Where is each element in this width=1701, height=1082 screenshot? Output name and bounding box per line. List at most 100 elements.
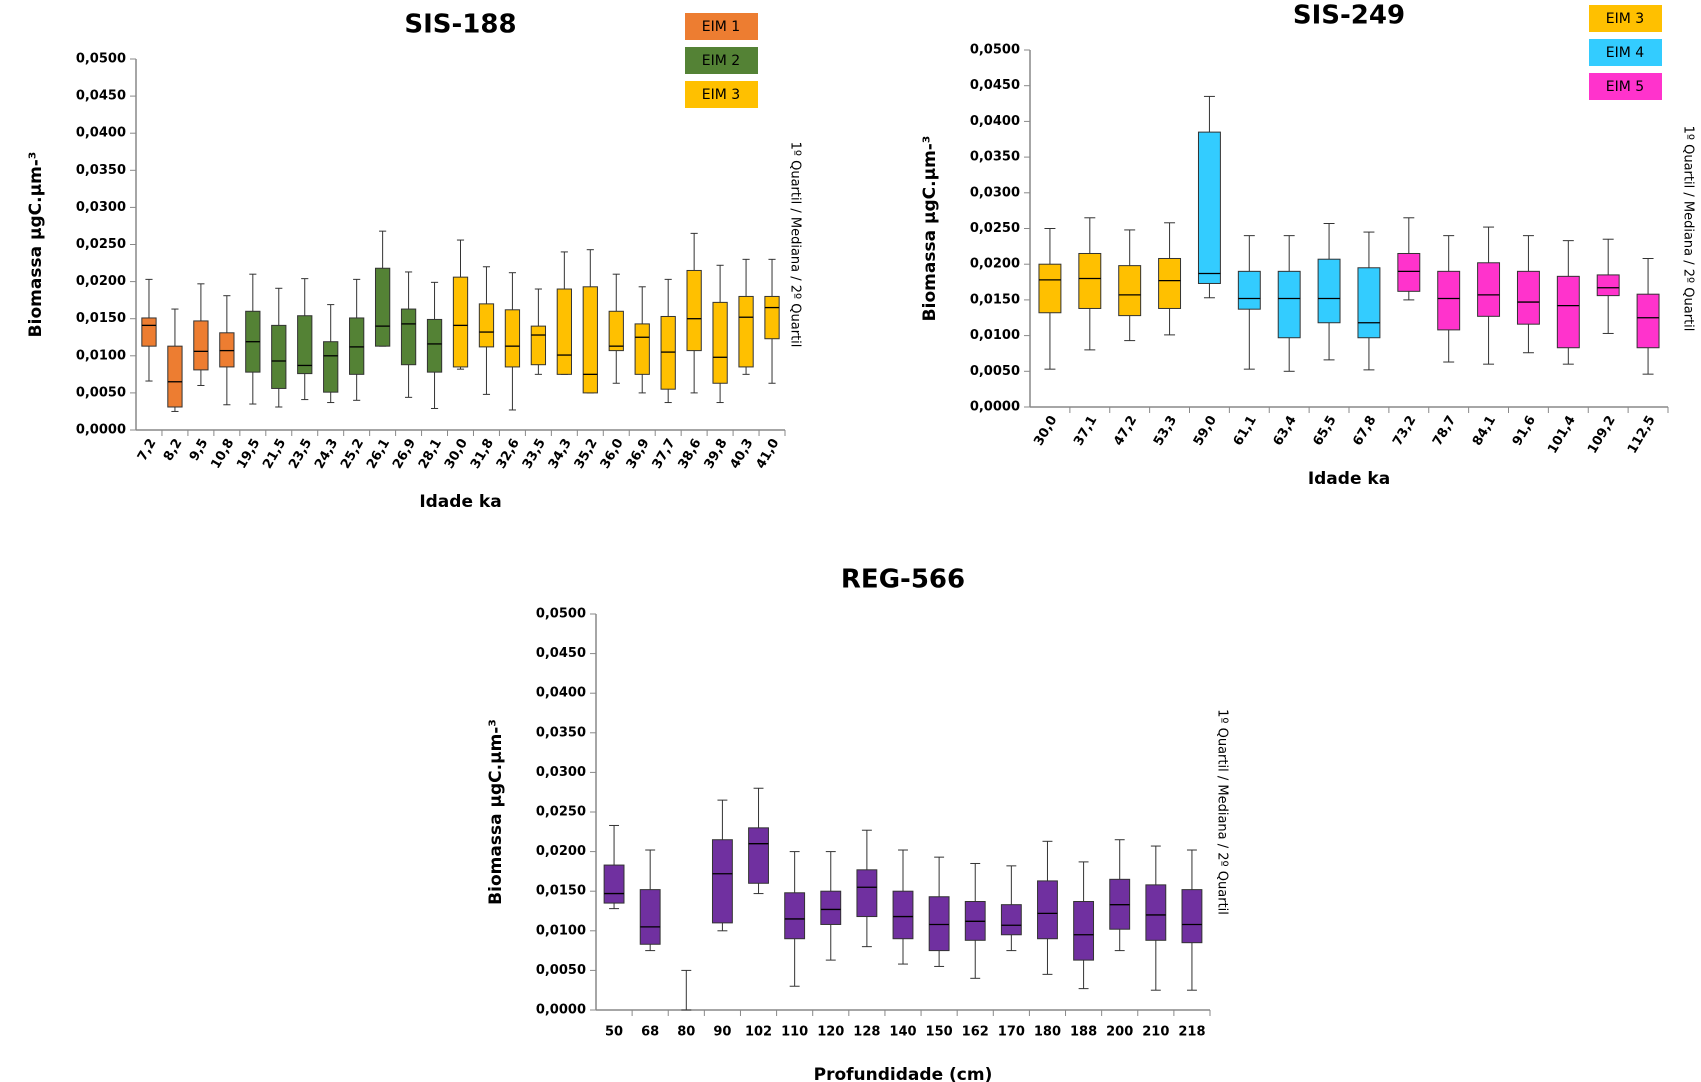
x-tick-label: 84,1 bbox=[1470, 413, 1499, 448]
x-tick-label: 28,1 bbox=[416, 436, 445, 471]
legend-label: EIM 4 bbox=[1606, 45, 1645, 61]
side-label: 1º Quartil / Mediana / 2º Quartil bbox=[1681, 126, 1696, 332]
box bbox=[1145, 884, 1167, 941]
x-tick-label: 38,6 bbox=[676, 436, 705, 471]
box bbox=[452, 276, 469, 368]
side-label: 1º Quartil / Mediana / 2º Quartil bbox=[788, 142, 803, 348]
y-tick-label: 0,0200 bbox=[536, 844, 586, 859]
box bbox=[1477, 262, 1501, 317]
y-tick-label: 0,0050 bbox=[970, 364, 1020, 379]
legend-label: EIM 5 bbox=[1606, 79, 1644, 95]
legend-label: EIM 2 bbox=[702, 53, 740, 69]
box bbox=[167, 345, 183, 408]
x-tick-label: 68 bbox=[641, 1025, 659, 1040]
y-axis-label: Biomassa µgC.µm-³ bbox=[920, 136, 940, 322]
box bbox=[1437, 270, 1461, 331]
box bbox=[219, 332, 235, 368]
box bbox=[556, 288, 572, 375]
box bbox=[660, 315, 676, 390]
y-tick-label: 0,0300 bbox=[970, 185, 1020, 200]
box bbox=[603, 864, 625, 904]
y-tick-label: 0,0450 bbox=[536, 646, 586, 661]
x-tick-label: 61,1 bbox=[1231, 413, 1260, 448]
box bbox=[1277, 270, 1301, 339]
y-tick-label: 0,0000 bbox=[970, 400, 1020, 415]
box bbox=[1556, 275, 1580, 349]
y-tick-label: 0,0500 bbox=[970, 43, 1020, 58]
x-tick-label: 90 bbox=[713, 1025, 731, 1040]
box bbox=[323, 341, 339, 393]
y-tick-label: 0,0300 bbox=[536, 765, 586, 780]
y-tick-label: 0,0250 bbox=[970, 221, 1020, 236]
y-tick-label: 0,0150 bbox=[970, 292, 1020, 307]
box bbox=[1037, 880, 1058, 940]
box bbox=[582, 286, 598, 394]
x-tick-label: 63,4 bbox=[1271, 413, 1300, 448]
x-axis-label: Idade ka bbox=[1308, 469, 1390, 489]
box bbox=[1078, 252, 1102, 309]
y-tick-label: 0,0350 bbox=[970, 150, 1020, 165]
x-tick-label: 73,2 bbox=[1390, 413, 1419, 448]
y-tick-label: 0,0450 bbox=[76, 89, 126, 104]
x-tick-label: 36,0 bbox=[598, 436, 627, 471]
y-tick-label: 0,0200 bbox=[76, 274, 126, 289]
legend-label: EIM 3 bbox=[702, 87, 740, 103]
box bbox=[711, 839, 733, 924]
x-tick-label: 19,5 bbox=[234, 436, 263, 471]
y-tick-label: 0,0350 bbox=[76, 163, 126, 178]
x-tick-label: 80 bbox=[677, 1025, 695, 1040]
box bbox=[271, 324, 287, 389]
x-tick-label: 31,8 bbox=[468, 436, 497, 471]
y-tick-label: 0,0250 bbox=[76, 237, 126, 252]
y-tick-label: 0,0100 bbox=[536, 923, 586, 938]
y-tick-label: 0,0400 bbox=[76, 126, 126, 141]
box bbox=[856, 869, 878, 918]
x-tick-label: 24,3 bbox=[312, 436, 341, 471]
x-tick-label: 210 bbox=[1142, 1025, 1169, 1040]
x-tick-label: 40,3 bbox=[728, 436, 757, 471]
legend-swatch bbox=[1587, 3, 1664, 34]
box bbox=[928, 896, 950, 952]
x-tick-label: 30,0 bbox=[1031, 413, 1060, 448]
box bbox=[634, 323, 650, 375]
x-axis-label: Profundidade (cm) bbox=[814, 1065, 993, 1082]
box bbox=[141, 317, 157, 347]
x-tick-label: 37,1 bbox=[1071, 413, 1100, 448]
x-tick-label: 91,6 bbox=[1510, 413, 1539, 448]
x-tick-label: 50 bbox=[605, 1025, 623, 1040]
x-tick-label: 21,5 bbox=[260, 436, 289, 471]
legend-swatch bbox=[683, 79, 760, 110]
y-tick-label: 0,0250 bbox=[536, 805, 586, 820]
legend-swatch bbox=[1587, 71, 1664, 102]
box bbox=[892, 890, 914, 940]
box bbox=[1158, 257, 1182, 309]
x-tick-label: 30,0 bbox=[442, 436, 471, 471]
y-tick-label: 0,0050 bbox=[76, 385, 126, 400]
x-tick-label: 37,7 bbox=[650, 436, 679, 471]
box bbox=[748, 827, 769, 884]
chart-title: REG-566 bbox=[841, 565, 965, 595]
x-tick-label: 128 bbox=[853, 1025, 880, 1040]
y-axis-label: Biomassa µgC.µm-³ bbox=[26, 152, 46, 338]
box bbox=[608, 310, 624, 352]
x-tick-label: 7,2 bbox=[135, 436, 160, 463]
legend-label: EIM 1 bbox=[702, 19, 740, 35]
y-tick-label: 0,0000 bbox=[76, 423, 126, 438]
x-tick-label: 150 bbox=[926, 1025, 953, 1040]
box bbox=[426, 318, 443, 373]
y-tick-label: 0,0150 bbox=[76, 311, 126, 326]
x-tick-label: 35,2 bbox=[572, 436, 601, 471]
x-tick-label: 101,4 bbox=[1545, 413, 1579, 456]
x-tick-label: 25,2 bbox=[338, 436, 367, 471]
x-tick-label: 120 bbox=[817, 1025, 844, 1040]
y-tick-label: 0,0400 bbox=[970, 114, 1020, 129]
box bbox=[1000, 904, 1022, 936]
box bbox=[712, 301, 728, 384]
x-tick-label: 26,1 bbox=[364, 436, 393, 471]
x-tick-label: 180 bbox=[1034, 1025, 1061, 1040]
box bbox=[1317, 258, 1341, 324]
x-tick-label: 47,2 bbox=[1111, 413, 1140, 448]
y-tick-label: 0,0500 bbox=[536, 607, 586, 622]
box bbox=[1357, 267, 1381, 339]
